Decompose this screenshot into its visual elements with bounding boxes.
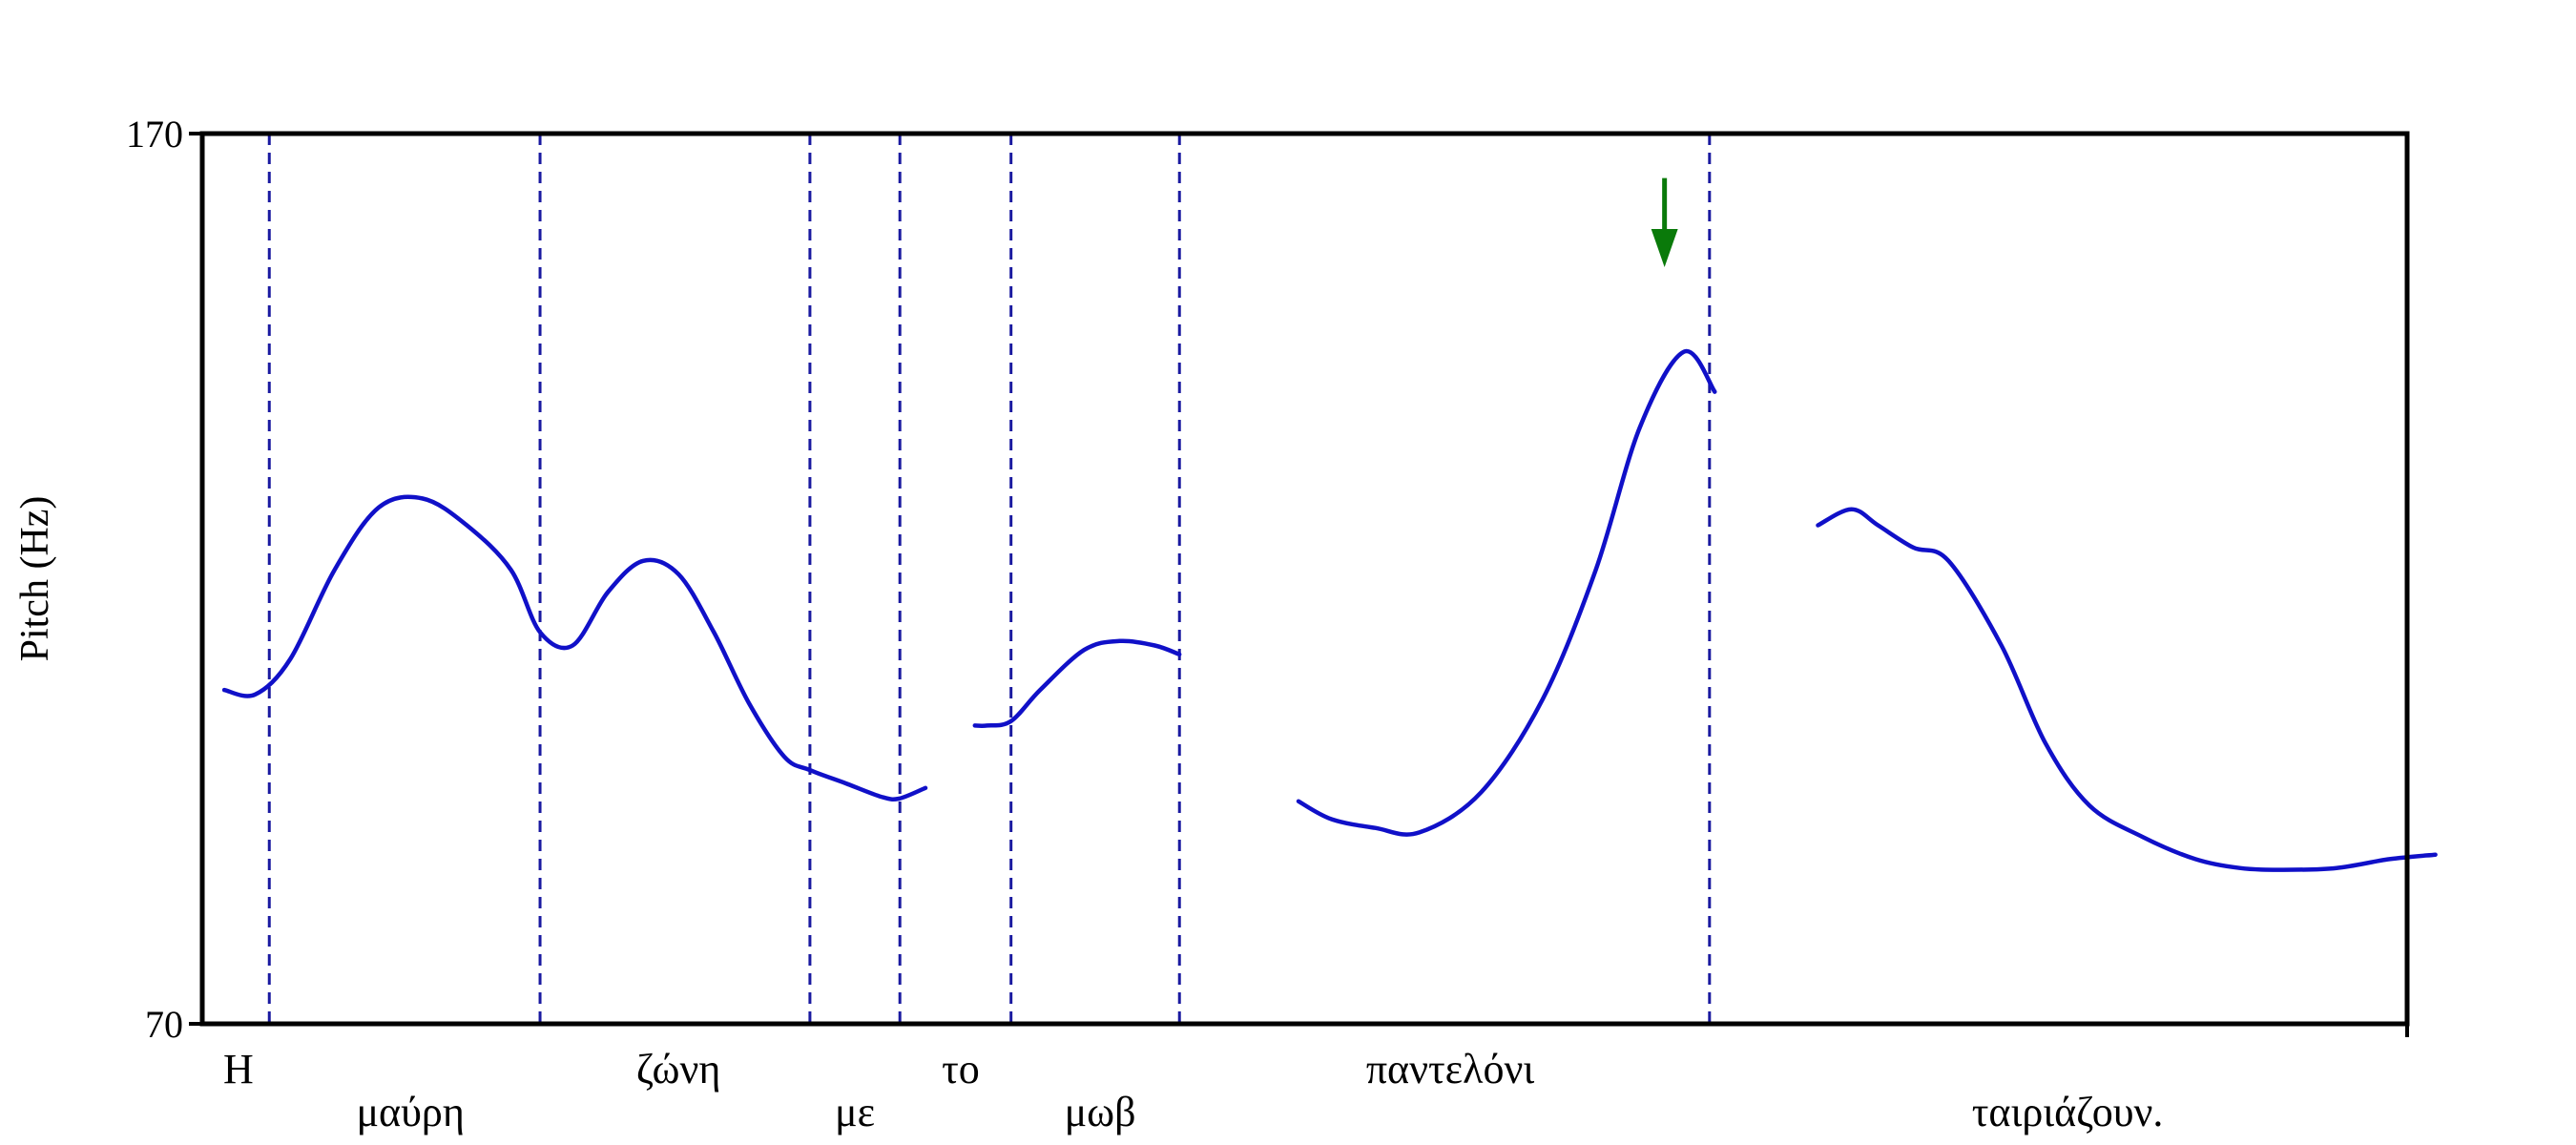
word-label: ζώνη <box>636 1046 721 1093</box>
word-label: με <box>835 1089 875 1135</box>
word-label: μωβ <box>1065 1089 1136 1135</box>
word-label: παντελόνι <box>1366 1046 1535 1093</box>
plot-frame <box>199 131 2410 1027</box>
pitch-contours <box>221 348 2438 872</box>
word-label: ταιριάζουν. <box>1972 1089 2164 1135</box>
pitch-contour-2 <box>972 638 1182 729</box>
pitch-contour-1 <box>221 494 928 802</box>
word-label: μαύρη <box>356 1089 464 1135</box>
y-axis-label: Pitch (Hz) <box>13 496 57 662</box>
pitch-peak-arrow <box>1651 177 1678 267</box>
word-boundaries <box>267 134 1712 1024</box>
word-label: το <box>942 1046 980 1093</box>
arrow-head <box>1651 228 1678 267</box>
pitch-contour-4 <box>1816 507 2438 872</box>
y-tick-label: 170 <box>126 113 183 156</box>
y-axis: 170 70 <box>126 113 2409 1046</box>
pitch-contour-3 <box>1296 348 1717 837</box>
word-label: Η <box>223 1046 254 1093</box>
y-tick-label: 70 <box>145 1003 183 1046</box>
